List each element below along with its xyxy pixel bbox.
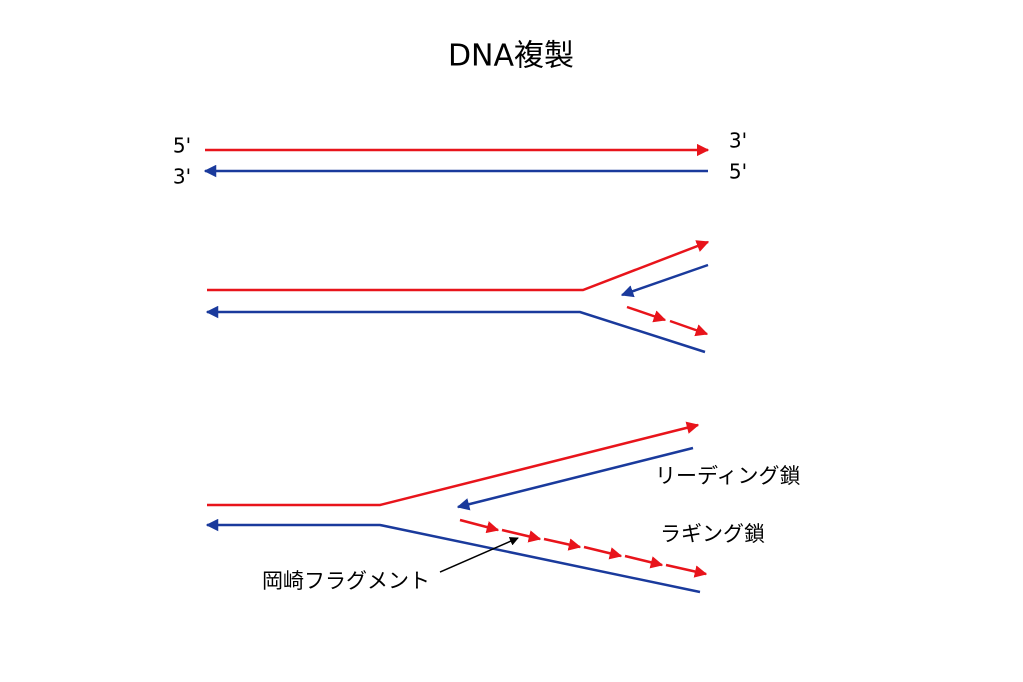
lagging-label: ラギング鎖 (660, 522, 765, 546)
end-label: 5' (729, 160, 747, 184)
fork-early (205, 240, 710, 354)
end-label: 5' (173, 134, 191, 158)
end-label: 3' (729, 129, 747, 153)
end-label: 3' (173, 165, 191, 189)
fork-late (205, 421, 708, 594)
double-strand (203, 143, 710, 178)
leading-label: リーディング鎖 (655, 464, 801, 488)
title: DNA複製 (448, 39, 574, 74)
okazaki-label: 岡崎フラグメント (262, 569, 430, 593)
